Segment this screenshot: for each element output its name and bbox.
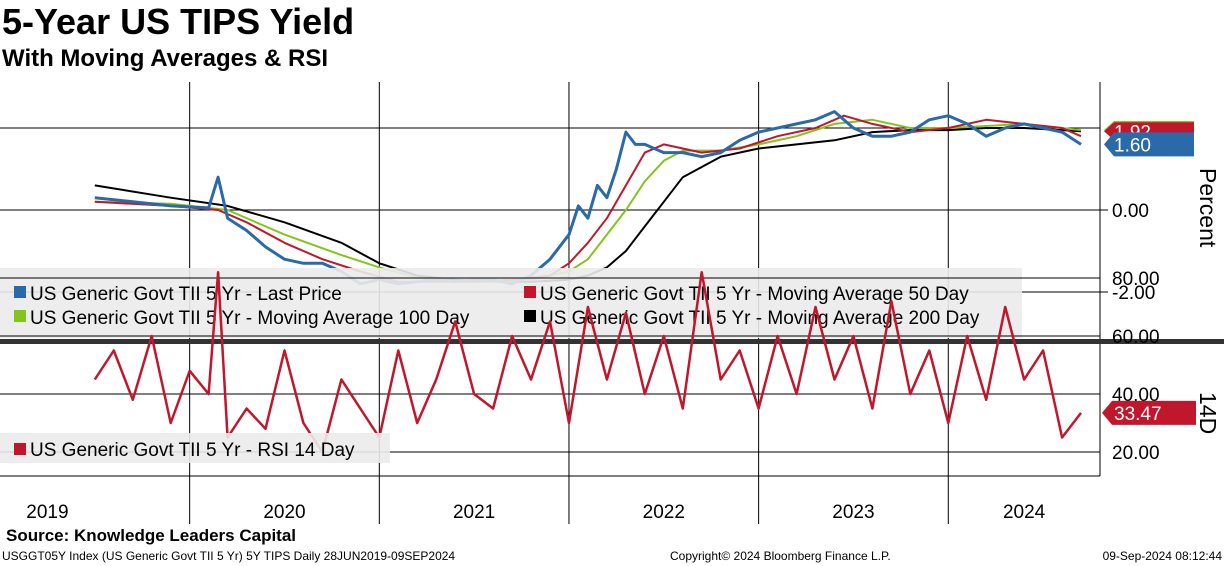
legend-swatch	[14, 310, 26, 322]
rsi-last-tag-text: 33.47	[1114, 404, 1162, 425]
copyright: Copyright© 2024 Bloomberg Finance L.P.	[670, 549, 891, 563]
rsi-ytick-label: 60.00	[1112, 327, 1160, 348]
rsi-ytick-label: 20.00	[1112, 443, 1160, 464]
legend-swatch	[524, 310, 536, 322]
rsi-line	[93, 270, 1082, 454]
chart-subtitle: With Moving Averages & RSI	[2, 45, 329, 72]
chart-title: 5-Year US TIPS Yield	[2, 1, 355, 42]
rsi-legend-box	[0, 433, 390, 463]
price-legend-box	[0, 268, 1022, 338]
rsi-axis-title: 14D	[1195, 392, 1221, 434]
legend-swatch	[14, 443, 26, 455]
ytick-label: -2.00	[1112, 283, 1155, 304]
x-tick-label: 2021	[453, 502, 495, 523]
x-tick-label: 2022	[643, 502, 685, 523]
x-tick-label: 2023	[832, 502, 874, 523]
panel-separator	[0, 339, 1224, 344]
y-axis-title: Percent	[1195, 168, 1221, 248]
rsi-last-tag: 33.47	[1102, 400, 1196, 425]
rsi-ytick-label: 40.00	[1112, 385, 1160, 406]
legend-entry: US Generic Govt TII 5 Yr - Moving Averag…	[540, 284, 969, 305]
legend-entry: US Generic Govt TII 5 Yr - RSI 14 Day	[30, 440, 355, 461]
timestamp: 09-Sep-2024 08:12:44	[1102, 549, 1222, 563]
x-tick-label: 2020	[263, 502, 305, 523]
legend-swatch	[524, 286, 536, 298]
rsi-ytick-label: 80.00	[1112, 269, 1160, 290]
price-last-tag-text: 1.60	[1114, 135, 1151, 156]
legend-swatch	[14, 286, 26, 298]
source-note: Source: Knowledge Leaders Capital	[6, 526, 297, 545]
legend-entry: US Generic Govt TII 5 Yr - Last Price	[30, 284, 342, 305]
rsi-last-tag-shape	[1102, 400, 1196, 425]
price-last-tag: 1.60	[1104, 132, 1194, 157]
ma50-line	[94, 114, 1082, 283]
legend-entry: US Generic Govt TII 5 Yr - Moving Averag…	[540, 308, 980, 329]
x-tick-label: 2019	[26, 502, 68, 523]
ytick-label: 0.00	[1112, 201, 1149, 222]
ma100-line	[94, 118, 1082, 283]
x-tick-label: 2024	[1003, 502, 1046, 523]
legend-entry: US Generic Govt TII 5 Yr - Moving Averag…	[30, 308, 470, 329]
ticker-info: USGGT05Y Index (US Generic Govt TII 5 Yr…	[2, 549, 456, 563]
price-line	[94, 110, 1082, 286]
price-last-tag-shape	[1104, 132, 1194, 157]
